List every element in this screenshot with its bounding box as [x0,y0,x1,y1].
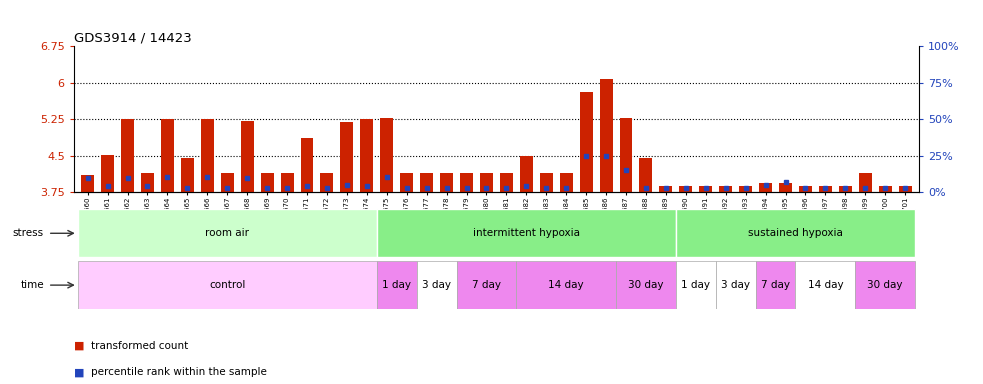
Bar [716,261,756,309]
Bar [699,186,713,192]
Bar [676,209,915,257]
Text: sustained hypoxia: sustained hypoxia [748,228,843,238]
Bar [500,172,513,192]
Text: 1 day: 1 day [382,280,411,290]
Bar [82,175,94,192]
Text: stress: stress [13,228,44,238]
Bar [340,122,353,192]
Text: 3 day: 3 day [722,280,750,290]
Bar [855,261,915,309]
Bar [879,186,892,192]
Bar [78,209,376,257]
Text: 1 day: 1 day [681,280,711,290]
Bar [619,118,632,192]
Bar [559,172,573,192]
Bar [898,186,911,192]
Text: GDS3914 / 14423: GDS3914 / 14423 [74,31,192,44]
Bar [400,172,413,192]
Bar [320,172,333,192]
Bar [221,172,234,192]
Text: ■: ■ [74,367,87,377]
Bar [516,261,616,309]
Bar [456,261,516,309]
Bar [676,261,716,309]
Bar [440,172,453,192]
Bar [795,261,855,309]
Text: 30 day: 30 day [867,280,903,290]
Bar [417,261,456,309]
Text: intermittent hypoxia: intermittent hypoxia [473,228,580,238]
Bar [540,172,552,192]
Bar [580,92,593,192]
Bar [460,172,473,192]
Bar [819,186,832,192]
Text: 14 day: 14 day [808,280,843,290]
Bar [376,209,676,257]
Text: 30 day: 30 day [628,280,664,290]
Bar [660,186,672,192]
Text: 14 day: 14 day [549,280,584,290]
Bar [859,172,872,192]
Text: ■: ■ [74,341,87,351]
Bar [759,183,772,192]
Bar [640,158,653,192]
Text: transformed count: transformed count [91,341,189,351]
Bar [616,261,676,309]
Text: control: control [209,280,246,290]
Bar [799,186,812,192]
Bar [739,186,752,192]
Bar [380,118,393,192]
Bar [420,172,434,192]
Bar [679,186,692,192]
Bar [600,79,612,192]
Text: 7 day: 7 day [761,280,790,290]
Bar [280,172,294,192]
Text: time: time [21,280,44,290]
Bar [161,119,174,192]
Bar [361,119,374,192]
Text: 3 day: 3 day [422,280,451,290]
Bar [756,261,795,309]
Bar [78,261,376,309]
Bar [241,121,254,192]
Bar [181,159,194,192]
Text: percentile rank within the sample: percentile rank within the sample [91,367,267,377]
Bar [376,261,417,309]
Text: 7 day: 7 day [472,280,501,290]
Bar [121,119,134,192]
Bar [301,139,314,192]
Bar [141,172,154,192]
Bar [520,156,533,192]
Bar [780,183,792,192]
Bar [838,186,852,192]
Bar [260,172,273,192]
Bar [720,186,732,192]
Text: room air: room air [205,228,250,238]
Bar [480,172,492,192]
Bar [101,154,114,192]
Bar [201,119,213,192]
